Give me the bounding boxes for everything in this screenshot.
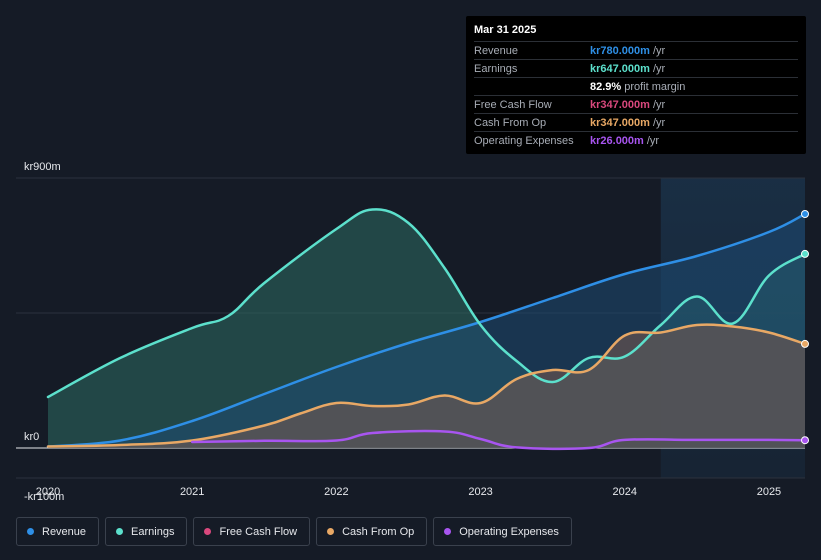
tooltip-row-value: kr26.000m (590, 134, 644, 147)
tooltip-row-value: kr780.000m (590, 44, 650, 57)
tooltip-row: 82.9% profit margin (474, 77, 798, 95)
legend-label: Operating Expenses (459, 525, 559, 538)
legend-label: Earnings (131, 525, 175, 538)
legend-item[interactable]: Operating Expenses (433, 517, 572, 546)
tooltip-row-value: kr347.000m (590, 116, 650, 129)
endpoint-earnings (801, 249, 809, 258)
area-cash-from-op (48, 324, 805, 448)
legend: Revenue Earnings Free Cash Flow Cash From O… (16, 517, 572, 546)
x-axis-label: 2023 (468, 486, 492, 498)
endpoint-operating-expenses (801, 436, 809, 445)
tooltip-row-unit: /yr (652, 62, 666, 75)
legend-dot-icon (204, 528, 212, 535)
tooltip-row-unit: /yr (652, 44, 666, 57)
legend-dot-icon (444, 528, 452, 535)
chart-area: kr900m kr0 -kr100m 2020 2021 2022 2023 2024 202… (16, 161, 809, 503)
tooltip-row-label: Earnings (474, 62, 518, 75)
line-earnings (46, 208, 807, 399)
legend-item[interactable]: Cash From Op (316, 517, 428, 546)
tooltip-row-unit: profit margin (624, 80, 686, 93)
y-axis-label: kr900m (24, 161, 61, 173)
line-operating-expenses (190, 429, 807, 451)
tooltip-row-label: Cash From Op (474, 116, 547, 129)
tooltip-row-unit: /yr (646, 134, 660, 147)
tooltip-date: Mar 31 2025 (474, 24, 537, 36)
legend-dot-icon (116, 528, 124, 535)
legend-label: Revenue (42, 525, 87, 538)
tooltip-row: Free Cash Flow kr347.000m/yr (474, 95, 798, 113)
endpoint-revenue (801, 210, 809, 218)
legend-item[interactable]: Revenue (16, 517, 100, 546)
y-axis-label: kr0 (24, 431, 39, 443)
tooltip-row: Revenue kr780.000m/yr (474, 41, 798, 59)
tooltip-row-value: kr647.000m (590, 62, 650, 75)
legend-label: Cash From Op (342, 525, 415, 538)
tooltip-panel: Mar 31 2025 Revenue kr780.000m/yr Earnings… (466, 16, 806, 154)
legend-dot-icon (327, 528, 335, 535)
line-revenue (46, 212, 807, 448)
tooltip-row-unit: /yr (652, 116, 666, 129)
x-axis-label: 2025 (757, 486, 781, 498)
tooltip-row-label: Free Cash Flow (474, 98, 552, 111)
tooltip-row-unit: /yr (652, 98, 666, 111)
x-axis-label: 2021 (180, 486, 204, 498)
tooltip-row-label: Operating Expenses (474, 134, 574, 147)
legend-item[interactable]: Earnings (105, 517, 188, 546)
legend-label: Free Cash Flow (219, 525, 298, 538)
line-cash-from-op (46, 323, 807, 448)
endpoint-cash-from-op (801, 339, 809, 348)
y-axis-label: -kr100m (24, 491, 64, 503)
x-axis-label: 2024 (613, 486, 637, 498)
tooltip-row: Earnings kr647.000m/yr (474, 59, 798, 77)
tooltip-row-value: kr347.000m (590, 98, 650, 111)
tooltip-row: Cash From Op kr347.000m/yr (474, 113, 798, 131)
x-axis-label: 2020 (36, 486, 60, 498)
legend-dot-icon (27, 528, 34, 535)
tooltip-row-value: 82.9% (590, 80, 622, 93)
tooltip-row-label: Revenue (474, 44, 519, 57)
legend-item[interactable]: Free Cash Flow (193, 517, 311, 546)
tooltip-row: Operating Expenses kr26.000m/yr (474, 131, 798, 149)
x-axis-label: 2022 (324, 486, 348, 498)
